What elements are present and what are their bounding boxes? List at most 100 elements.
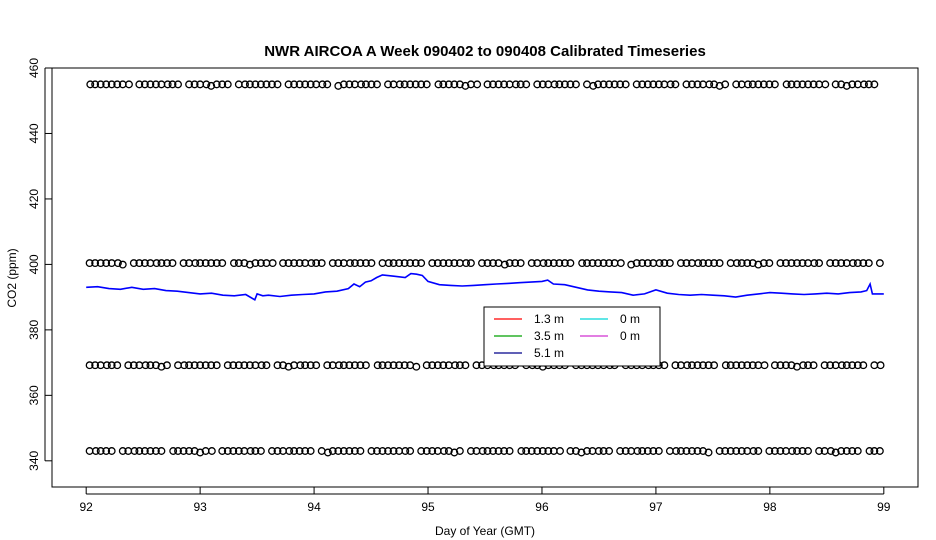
calibration-point: [483, 80, 492, 89]
calibration-point: [489, 259, 497, 268]
calibration-point: [505, 447, 514, 455]
calibration-point: [461, 361, 470, 370]
calibration-point: [671, 361, 680, 370]
calibration-point: [367, 80, 376, 89]
calibration-point: [875, 447, 884, 455]
calibration-point: [218, 447, 227, 455]
calibration-point: [478, 259, 486, 268]
calibration-point: [140, 80, 149, 89]
calibration-point: [583, 259, 591, 268]
calibration-point: [770, 361, 779, 370]
calibration-point: [848, 80, 857, 89]
calibration-point: [682, 447, 691, 455]
calibration-point: [754, 260, 763, 269]
calibration-point: [810, 259, 819, 268]
calibration-point: [207, 447, 216, 455]
calibration-point: [207, 259, 216, 268]
calibration-point: [864, 80, 873, 89]
calibration-point: [113, 361, 122, 370]
calibration-point: [665, 259, 674, 268]
calibration-point: [876, 361, 885, 370]
calibration-point: [328, 259, 337, 268]
calibration-point: [870, 80, 879, 89]
calibration-point: [86, 80, 95, 89]
calibration-point: [715, 259, 724, 268]
calibration-point: [737, 361, 746, 370]
calibration-point: [527, 447, 536, 455]
calibration-point: [317, 259, 326, 268]
calibration-point: [174, 447, 182, 455]
calibration-point: [151, 80, 160, 89]
calibration-point: [787, 80, 796, 89]
x-tick-label: 93: [193, 500, 207, 514]
calibration-point: [152, 259, 161, 268]
calibration-point: [605, 447, 614, 455]
calibration-point: [688, 80, 696, 89]
calibration-point: [146, 80, 155, 89]
calibration-point: [290, 259, 299, 268]
calibration-point: [384, 80, 392, 89]
calibration-point: [400, 80, 409, 89]
calibration-point: [180, 361, 189, 370]
legend-label: 5.1 m: [534, 346, 564, 360]
calibration-point: [455, 447, 464, 455]
calibration-point: [196, 361, 205, 370]
x-tick-label: 94: [307, 500, 321, 514]
calibration-point: [422, 80, 431, 89]
calibration-point: [704, 259, 713, 268]
calibration-point: [439, 259, 448, 268]
calibration-point: [389, 447, 398, 455]
calibration-point: [710, 80, 719, 89]
calibration-point: [853, 259, 862, 268]
calibration-point: [721, 361, 730, 370]
y-tick-label: 400: [27, 254, 41, 274]
calibration-point: [268, 447, 276, 455]
calibration-point: [848, 361, 857, 370]
calibration-point: [334, 259, 343, 268]
calibration-point: [505, 259, 514, 268]
y-tick-label: 380: [27, 320, 41, 340]
calibration-point: [715, 81, 724, 90]
calibration-point: [389, 259, 398, 268]
calibration-point: [466, 259, 475, 268]
calibration-point: [511, 80, 520, 89]
calibration-point: [411, 80, 420, 89]
calibration-point: [356, 447, 365, 455]
calibration-point: [207, 81, 216, 90]
calibration-point: [284, 80, 293, 89]
calibration-point: [842, 361, 851, 370]
calibration-point: [539, 259, 548, 268]
calibration-point: [323, 80, 332, 89]
calibration-point: [201, 361, 210, 370]
calibration-point: [848, 259, 857, 268]
calibration-point: [589, 81, 598, 90]
calibration-point: [191, 259, 200, 268]
calibration-point: [737, 259, 746, 268]
calibration-point: [229, 447, 238, 455]
calibration-point: [743, 259, 752, 268]
calibration-point: [688, 447, 696, 455]
y-tick-label: 340: [27, 450, 41, 470]
calibration-point: [804, 447, 812, 455]
y-axis: 340 360 380 400 420 440 460: [27, 58, 52, 471]
calibration-point: [406, 447, 415, 455]
calibration-point: [793, 80, 801, 89]
calibration-point: [412, 362, 421, 371]
calibration-point: [185, 80, 194, 89]
calibration-point: [748, 80, 757, 89]
calibration-point: [578, 259, 587, 268]
calibration-point: [163, 259, 171, 268]
calibration-point: [627, 260, 636, 269]
legend: 1.3 m 0 m 3.5 m 0 m 5.1 m: [483, 306, 661, 367]
calibration-point: [538, 447, 547, 455]
calibration-point: [373, 447, 381, 455]
calibration-point: [820, 361, 829, 370]
calibration-point: [511, 259, 520, 268]
calibration-point: [672, 447, 681, 455]
calibration-point: [328, 447, 337, 455]
calibration-point: [638, 259, 647, 268]
calibration-point: [190, 80, 199, 89]
calibration-point: [91, 259, 100, 268]
calibration-point: [301, 361, 310, 370]
calibration-point: [837, 80, 846, 89]
